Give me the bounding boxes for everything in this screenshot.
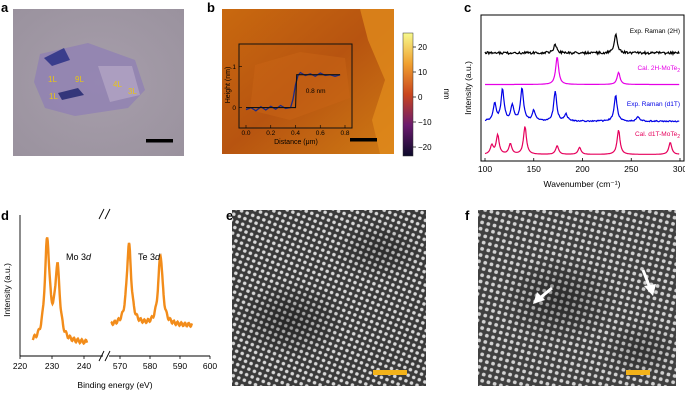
panel-f-letter: f xyxy=(465,208,470,223)
raman-axes xyxy=(480,14,685,162)
xps-xtick-label: 580 xyxy=(143,361,157,371)
raman-legend-entry: Cal. d1T-MoTe2 xyxy=(635,131,680,140)
scale-bar-b xyxy=(350,138,377,142)
scale-bar-a xyxy=(146,139,173,143)
colorbar-ticks: 20 10 0 −10 −20 xyxy=(413,43,432,152)
raman-ylabel: Intensity (a.u.) xyxy=(463,61,473,115)
colorbar-tick-label: −10 xyxy=(418,118,432,127)
scale-bar-f xyxy=(626,370,650,375)
arrow-icon-defect-1 xyxy=(533,286,553,304)
panel-d: d 220 230 240 570 580 590 600 Intensity (a.u.)… xyxy=(1,208,217,390)
stem-contrast-e2 xyxy=(335,220,425,280)
panel-e: e xyxy=(226,208,426,386)
raman-xtick-label: 200 xyxy=(575,164,589,174)
xps-axis-break-top xyxy=(98,208,111,220)
colorbar-tick-label: −20 xyxy=(418,143,432,152)
raman-series-3 xyxy=(484,126,680,155)
xps-xtick-label: 240 xyxy=(77,361,91,371)
layer-label-9L: 9L xyxy=(75,75,84,84)
colorbar-tick-label: 0 xyxy=(418,93,423,102)
afm-inset-xlabel: Distance (μm) xyxy=(274,139,318,146)
raman-legend-entry: Exp. Raman (2H) xyxy=(630,28,680,35)
xps-label-mo3d: Mo 3d xyxy=(66,252,92,262)
inset-series-fit xyxy=(246,74,341,109)
layer-label-1L-a: 1L xyxy=(48,75,57,84)
scale-bar-e xyxy=(373,370,407,375)
xps-plot: 220 230 240 570 580 590 600 xyxy=(13,208,217,371)
raman-xlabel: Wavenumber (cm⁻¹) xyxy=(544,179,621,189)
inset-ytick-label: 0 xyxy=(232,105,236,112)
panel-d-letter: d xyxy=(1,208,9,223)
layer-label-3L: 3L xyxy=(128,87,137,96)
panel-f: f xyxy=(465,208,680,386)
inset-ytick-label: 1 xyxy=(232,64,236,71)
panel-a-letter: a xyxy=(1,0,9,15)
raman-legend-entry: Cal. 2H-MoTe2 xyxy=(637,65,680,74)
xps-series-te3d xyxy=(110,242,194,329)
raman-xtick-label: 100 xyxy=(478,164,492,174)
colorbar-tick-label: 10 xyxy=(418,68,427,77)
flake-thick-region xyxy=(44,48,70,66)
colorbar-unit: nm xyxy=(442,88,451,99)
raman-xtick-label: 150 xyxy=(527,164,541,174)
afm-flake-step xyxy=(250,52,350,120)
inset-xtick-label: 0.0 xyxy=(241,130,250,137)
panel-e-letter: e xyxy=(226,208,233,223)
xps-xtick-label: 570 xyxy=(113,361,127,371)
flake-thin-region xyxy=(98,66,140,102)
raman-legend: Exp. Raman (2H) Cal. 2H-MoTe2 Exp. Raman (… xyxy=(627,28,680,140)
layer-label-1L-b: 1L xyxy=(49,92,58,101)
colorbar xyxy=(402,32,414,157)
xps-ylabel: Intensity (a.u.) xyxy=(2,263,12,317)
xps-xtick-label: 220 xyxy=(13,361,27,371)
raman-series-0 xyxy=(484,32,680,56)
inset-xtick-label: 0.2 xyxy=(266,130,275,137)
layer-label-4L: 4L xyxy=(113,80,122,89)
xps-xtick-label: 230 xyxy=(45,361,59,371)
xps-series-mo3d xyxy=(31,237,89,346)
panel-c-letter: c xyxy=(464,0,471,15)
colorbar-tick-label: 20 xyxy=(418,43,427,52)
inset-xtick-label: 0.8 xyxy=(340,130,349,137)
arrow-icon-defect-2 xyxy=(641,269,656,296)
panel-a: a 1L 9L 1L 4L 3L xyxy=(1,0,184,156)
raman-xtick-label: 250 xyxy=(624,164,638,174)
raman-plot: 100 150 200 250 300 xyxy=(478,32,685,174)
xps-xlabel: Binding energy (eV) xyxy=(77,380,152,390)
panel-c: c 100 150 200 250 300 Exp. Raman (2H) Cal. 2H… xyxy=(463,0,685,189)
inset-step-label: 0.8 nm xyxy=(306,88,326,95)
xps-axis-break xyxy=(98,350,111,362)
inset-xtick-label: 0.4 xyxy=(291,130,300,137)
flake-dark-region xyxy=(58,88,84,100)
stem-contrast-f1 xyxy=(500,255,620,345)
raman-xtick-label: 300 xyxy=(673,164,685,174)
raman-series-1 xyxy=(485,57,680,86)
xps-xtick-label: 600 xyxy=(203,361,217,371)
panel-b-letter: b xyxy=(207,0,215,15)
xps-label-te3d: Te 3d xyxy=(138,252,161,262)
afm-inset-ylabel: Height (nm) xyxy=(225,67,232,104)
afm-flake-edge xyxy=(360,9,394,154)
stem-contrast-f2 xyxy=(600,320,680,380)
raman-series-2 xyxy=(484,87,680,123)
stem-contrast-e1 xyxy=(235,280,345,360)
afm-inset-plot: 0.0 0.2 0.4 0.6 0.8 0 1 0.8 nm xyxy=(232,64,350,137)
inset-xtick-label: 0.6 xyxy=(316,130,325,137)
xps-xtick-label: 590 xyxy=(173,361,187,371)
raman-legend-entry: Exp. Raman (d1T) xyxy=(627,101,680,108)
